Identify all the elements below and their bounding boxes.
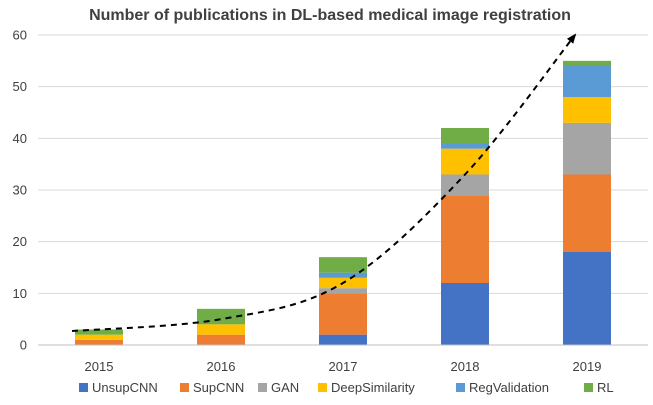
- legend-label-regvalidation: RegValidation: [469, 380, 549, 395]
- legend-swatch-regvalidation: [456, 383, 465, 392]
- legend-swatch-gan: [258, 383, 267, 392]
- y-tick-label: 40: [13, 131, 27, 146]
- chart-title: Number of publications in DL-based medic…: [89, 7, 571, 24]
- bar-segment-unsupcnn-2019: [563, 252, 611, 345]
- bar-segment-deepsimilarity-2018: [441, 148, 489, 175]
- legend-label-gan: GAN: [271, 380, 299, 395]
- gridlines: [38, 34, 648, 294]
- bars: [75, 60, 611, 345]
- x-tick-label: 2016: [207, 359, 236, 374]
- legend-swatch-unsupcnn: [79, 383, 88, 392]
- y-tick-label: 10: [13, 286, 27, 301]
- y-tick-label: 60: [13, 28, 27, 43]
- bar-segment-deepsimilarity-2019: [563, 97, 611, 123]
- y-tick-label: 50: [13, 79, 27, 94]
- x-tick-label: 2019: [573, 359, 602, 374]
- bar-segment-rl-2019: [563, 60, 611, 66]
- trend: [71, 33, 577, 333]
- bar-segment-rl-2018: [441, 128, 489, 144]
- bar-segment-rl-2015: [75, 329, 123, 335]
- y-tick-label: 30: [13, 183, 27, 198]
- x-axis-ticks: 2015 2016 2017 2018 2019: [85, 359, 602, 374]
- bar-segment-unsupcnn-2017: [319, 334, 367, 345]
- bar-segment-gan-2019: [563, 122, 611, 175]
- legend-swatch-deepsimilarity: [318, 383, 327, 392]
- bar-segment-deepsimilarity-2015: [75, 334, 123, 340]
- x-tick-label: 2018: [451, 359, 480, 374]
- legend-label-supcnn: SupCNN: [193, 380, 244, 395]
- legend-label-unsupcnn: UnsupCNN: [92, 380, 158, 395]
- bar-segment-regvalidation-2019: [563, 66, 611, 97]
- bar-segment-supcnn-2017: [319, 293, 367, 335]
- legend-swatch-supcnn: [180, 383, 189, 392]
- x-tick-label: 2015: [85, 359, 114, 374]
- bar-segment-unsupcnn-2018: [441, 283, 489, 345]
- bar-segment-regvalidation-2018: [441, 143, 489, 149]
- y-tick-label: 20: [13, 234, 27, 249]
- legend-swatch-rl: [584, 383, 593, 392]
- bar-segment-supcnn-2019: [563, 174, 611, 252]
- bar-segment-supcnn-2018: [441, 195, 489, 283]
- legend-label-rl: RL: [597, 380, 614, 395]
- x-tick-label: 2017: [329, 359, 358, 374]
- trend-line: [71, 33, 577, 333]
- y-tick-label: 0: [20, 338, 27, 353]
- bar-segment-gan-2017: [319, 288, 367, 294]
- legend-label-deepsimilarity: DeepSimilarity: [331, 380, 415, 395]
- legend: UnsupCNN SupCNN GAN DeepSimilarity RegValida…: [79, 380, 614, 395]
- bar-segment-rl-2017: [319, 257, 367, 273]
- bar-segment-gan-2018: [441, 174, 489, 196]
- bar-segment-regvalidation-2017: [319, 272, 367, 278]
- bar-segment-supcnn-2016: [197, 334, 245, 345]
- y-axis-ticks: 0 10 20 30 40 50 60: [13, 28, 27, 353]
- bar-segment-deepsimilarity-2016: [197, 324, 245, 335]
- bar-segment-supcnn-2015: [75, 339, 123, 345]
